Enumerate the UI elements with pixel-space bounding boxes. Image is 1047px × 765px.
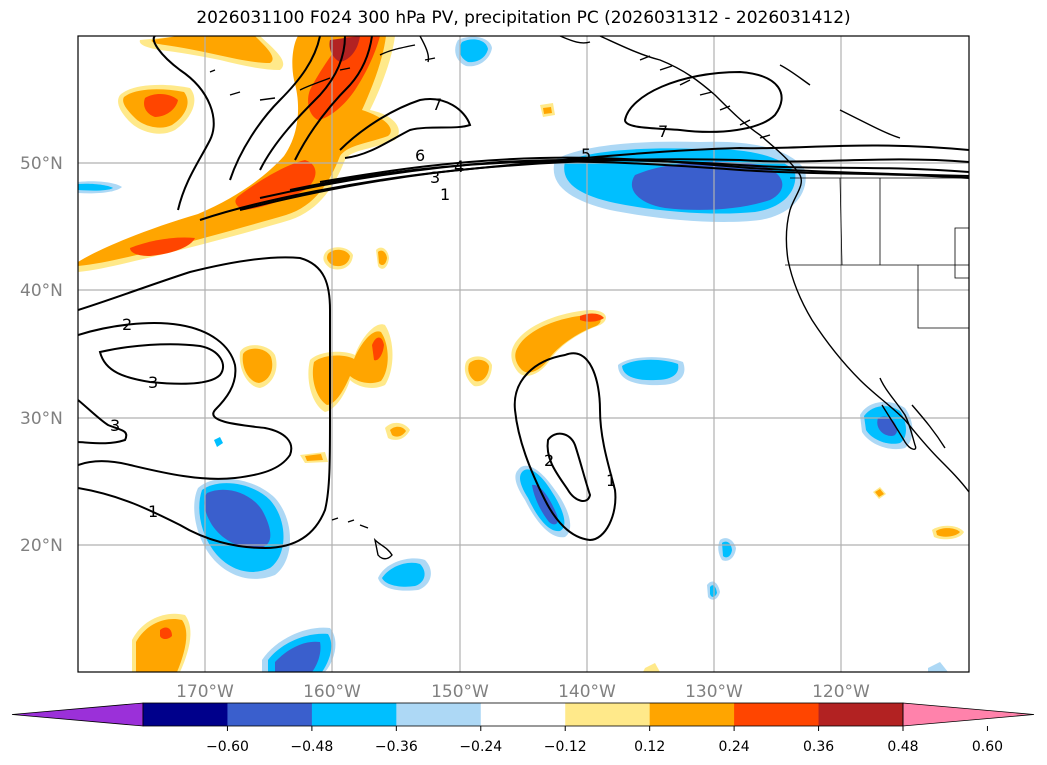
colorbar-segment (143, 703, 228, 726)
graticule (78, 36, 969, 672)
contour-label: 2 (122, 315, 132, 334)
colorbar-outline (142, 702, 904, 727)
contour-label: 3 (430, 168, 440, 187)
contour-label: 2 (544, 451, 554, 470)
contour-label: 6 (415, 146, 425, 165)
contour-label: 3 (110, 416, 120, 435)
lat-label: 40°N (20, 281, 63, 301)
colorbar-tick-label: 0.24 (719, 739, 750, 755)
contour-label: 7 (432, 95, 442, 114)
pv-contours (78, 36, 969, 550)
contour-label: 7 (658, 122, 668, 141)
colorbar-tick-label: 0.36 (803, 739, 834, 755)
colorbar-segment (649, 703, 735, 726)
colorbar-tick-label: 0.48 (887, 739, 918, 755)
contour-label: 1 (148, 502, 158, 521)
contour-label: 1 (440, 185, 450, 204)
colorbar-extension-low (11, 702, 144, 727)
colorbar-segment (480, 703, 566, 726)
lon-label: 170°W (176, 682, 234, 702)
lat-label: 30°N (20, 409, 63, 429)
latitude-labels: 50°N 40°N 30°N 20°N (20, 154, 63, 556)
contour-label: 3 (148, 373, 158, 392)
longitude-labels: 170°W 160°W 150°W 140°W 130°W 120°W (176, 682, 870, 702)
lon-label: 130°W (685, 682, 743, 702)
colorbar-segment (396, 703, 482, 726)
colorbar-tick-label: 0.60 (972, 739, 1003, 755)
lon-label: 150°W (431, 682, 489, 702)
colorbar-segment (818, 703, 904, 726)
colorbar-tick-label: −0.24 (459, 739, 502, 755)
colorbar-tick-label: −0.60 (206, 739, 249, 755)
colorbar-tick-label: −0.48 (290, 739, 333, 755)
colorbar-segment (734, 703, 820, 726)
colorbar-segment (227, 703, 313, 726)
map-frame (77, 35, 970, 673)
colorbar-tick-label: −0.36 (375, 739, 418, 755)
precip-negative-fills (78, 36, 948, 672)
colorbar-segment (311, 703, 397, 726)
lon-label: 120°W (812, 682, 870, 702)
lon-label: 160°W (303, 682, 361, 702)
coastlines (209, 36, 969, 560)
lon-label: 140°W (558, 682, 616, 702)
colorbar-tick-label: −0.12 (544, 739, 587, 755)
contour-label: 5 (581, 145, 591, 164)
colorbar-segment (565, 703, 651, 726)
lat-label: 20°N (20, 536, 63, 556)
map-title: 2026031100 F024 300 hPa PV, precipitatio… (196, 8, 851, 28)
lat-label: 50°N (20, 154, 63, 174)
contour-label: 4 (454, 157, 464, 176)
contour-labels: 7 6 5 4 3 1 7 2 3 3 1 2 1 (110, 95, 668, 521)
colorbar-tick-label: 0.12 (634, 739, 665, 755)
colorbar-extension-high (902, 702, 1035, 727)
colorbar: −0.60 −0.48 −0.36 −0.24 −0.12 0.12 0.24 0.36 0.4… (11, 702, 1035, 755)
contour-label: 1 (606, 471, 616, 490)
